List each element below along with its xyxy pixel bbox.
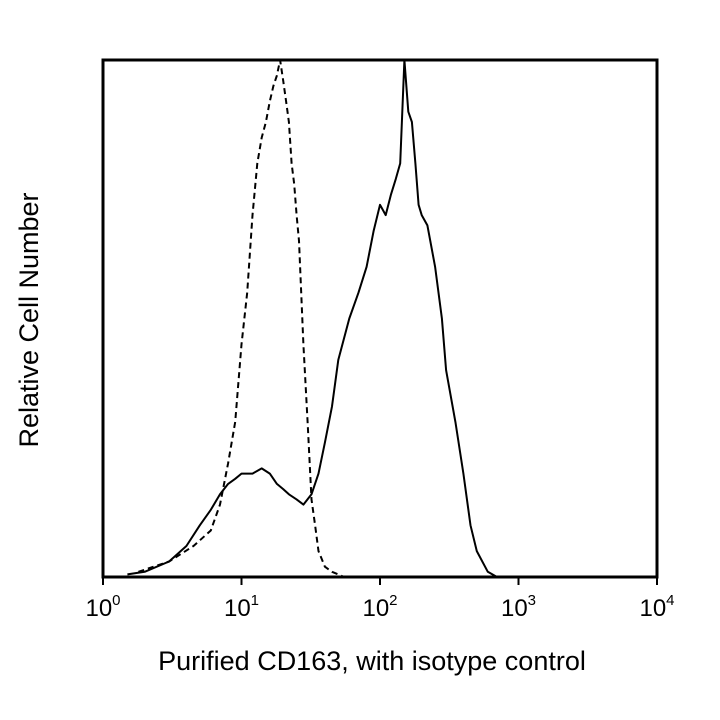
x-axis-ticks: 100 101 102 103 104 [85,577,675,622]
series-line-dashed [138,59,345,578]
x-tick-label: 101 [224,592,259,622]
series-layer [127,59,498,578]
series-line-solid [127,59,498,578]
x-tick-label: 100 [85,592,120,622]
x-tick-label: 102 [362,592,397,622]
x-tick-label: 104 [639,592,674,622]
y-axis-title: Relative Cell Number [14,192,44,447]
plot-frame [101,58,659,579]
x-tick-label: 103 [501,592,536,622]
x-axis-title: Purified CD163, with isotype control [158,646,586,676]
